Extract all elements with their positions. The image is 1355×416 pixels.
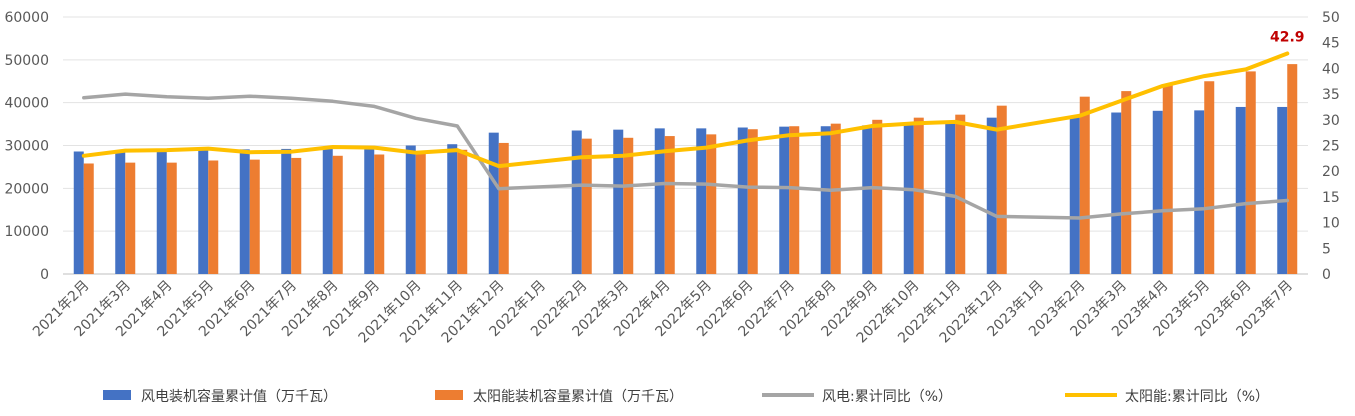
legend-label: 太阳能装机容量累计值（万千瓦）: [473, 388, 683, 405]
solar-capacity-bar: [125, 162, 136, 274]
wind-capacity-bar: [1152, 110, 1163, 275]
wind-capacity-bar: [322, 147, 333, 274]
y-right-tick-label: 15: [1322, 190, 1340, 206]
wind-capacity-bar: [696, 128, 707, 274]
wind-capacity-bar: [1069, 116, 1080, 274]
y-right-tick-label: 25: [1322, 139, 1340, 155]
wind-capacity-bar: [779, 126, 790, 274]
solar-capacity-bar: [1162, 85, 1173, 275]
solar-capacity-bar: [872, 119, 883, 274]
line-series: [81, 51, 1290, 220]
y-left-tick-label: 60000: [4, 10, 49, 26]
wind-yoy-line: [82, 92, 1290, 220]
y-left-tick-label: 0: [40, 267, 49, 283]
wind-capacity-bar: [281, 148, 292, 274]
legend-label: 太阳能:累计同比（%）: [1125, 389, 1269, 405]
wind-capacity-bar: [1194, 110, 1205, 274]
solar-capacity-bar: [830, 123, 841, 274]
y-right-tick-label: 5: [1322, 241, 1331, 257]
solar-capacity-bar: [913, 117, 924, 275]
legend-label: 风电:累计同比（%）: [822, 389, 952, 405]
wind-capacity-bar: [862, 125, 873, 274]
wind-capacity-bar: [488, 132, 499, 274]
y-right-tick-label: 30: [1322, 113, 1340, 129]
solar-capacity-bar: [706, 134, 717, 274]
y-right-tick-label: 10: [1322, 216, 1340, 232]
legend-wind-capacity-swatch: [103, 390, 131, 400]
wind-capacity-bar: [945, 121, 956, 274]
wind-capacity-bar: [405, 145, 416, 274]
wind-capacity-bar: [364, 146, 375, 274]
wind-capacity-bar: [613, 129, 624, 274]
bar-series: [73, 64, 1298, 275]
wind-capacity-bar: [73, 151, 84, 274]
solar-capacity-bar: [955, 114, 966, 274]
annotation-label: 42.9: [1270, 29, 1305, 45]
y-left-tick-label: 30000: [4, 139, 49, 155]
y-axis-right: 0 5 10 15 20 25 30 35 40 45 50: [1322, 10, 1340, 283]
y-axis-left: 0 10000 20000 30000 40000 50000 60000: [4, 10, 49, 283]
solar-capacity-bar: [664, 136, 675, 274]
solar-capacity-bar: [374, 154, 385, 274]
legend-solar-capacity-swatch: [435, 390, 463, 400]
y-right-tick-label: 40: [1322, 61, 1340, 77]
solar-capacity-bar: [208, 160, 219, 274]
wind-capacity-bar: [654, 128, 665, 274]
x-axis: 2021年2月2021年3月2021年4月2021年5月2021年6月2021年…: [30, 278, 1296, 347]
solar-capacity-bar: [498, 142, 509, 274]
solar-capacity-bar: [1245, 71, 1256, 274]
solar-capacity-bar: [789, 126, 800, 274]
y-left-tick-label: 20000: [4, 181, 49, 197]
wind-capacity-bar: [239, 149, 250, 274]
y-right-tick-label: 45: [1322, 36, 1340, 52]
wind-capacity-bar: [156, 150, 167, 274]
solar-capacity-bar: [249, 159, 260, 274]
solar-capacity-bar: [166, 162, 177, 274]
solar-capacity-bar: [1079, 96, 1090, 274]
y-right-tick-label: 35: [1322, 87, 1340, 103]
solar-capacity-bar: [332, 155, 343, 274]
solar-capacity-bar: [1121, 91, 1132, 274]
y-right-tick-label: 20: [1322, 164, 1340, 180]
wind-capacity-bar: [115, 151, 126, 274]
wind-capacity-bar: [198, 149, 209, 274]
wind-capacity-bar: [1235, 106, 1246, 274]
wind-capacity-bar: [737, 127, 748, 274]
wind-capacity-bar: [986, 117, 997, 275]
solar-capacity-bar: [415, 151, 426, 274]
wind-capacity-bar: [1111, 112, 1122, 274]
wind-capacity-bar: [820, 126, 831, 274]
grid-lines: [63, 16, 1308, 275]
solar-capacity-bar: [457, 149, 468, 274]
solar-capacity-bar: [581, 138, 592, 274]
wind-capacity-bar: [447, 144, 458, 274]
solar-capacity-bar: [291, 157, 302, 274]
solar-capacity-bar: [747, 129, 758, 274]
solar-capacity-bar: [623, 137, 634, 274]
y-left-tick-label: 50000: [4, 53, 49, 69]
solar-capacity-bar: [996, 105, 1007, 274]
wind-capacity-bar: [571, 130, 582, 274]
solar-capacity-bar: [83, 163, 94, 274]
y-left-tick-label: 40000: [4, 96, 49, 112]
wind-capacity-bar: [903, 124, 914, 274]
solar-capacity-bar: [1287, 64, 1298, 274]
wind-capacity-bar: [1277, 106, 1288, 274]
annotation: 42.9: [1270, 29, 1305, 45]
solar-yoy-line: [81, 51, 1290, 169]
y-left-tick-label: 10000: [4, 224, 49, 240]
y-right-tick-label: 0: [1322, 267, 1331, 283]
legend-label: 风电装机容量累计值（万千瓦）: [141, 388, 337, 405]
legend: 风电装机容量累计值（万千瓦） 太阳能装机容量累计值（万千瓦） 风电:累计同比（%） 太…: [103, 388, 1269, 405]
solar-capacity-bar: [1204, 81, 1215, 274]
y-right-tick-label: 50: [1322, 10, 1340, 26]
